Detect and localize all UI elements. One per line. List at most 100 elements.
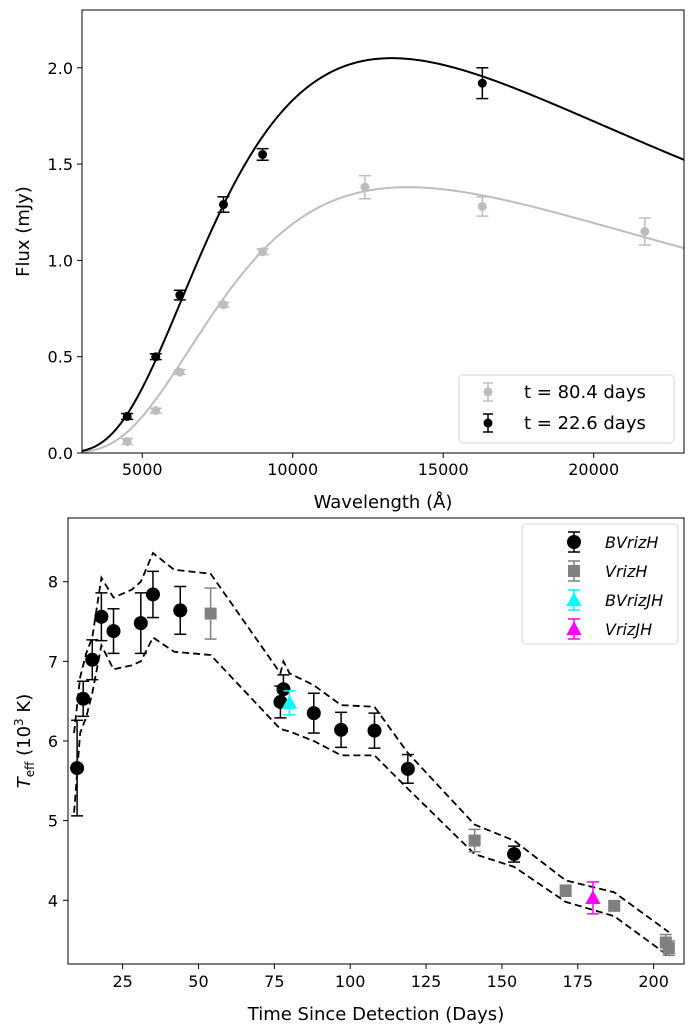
sed-x-ticks: 5000 10000 15000 20000 xyxy=(122,453,619,479)
sed-y-axis-label: Flux (mJy) xyxy=(13,186,34,277)
flux-point xyxy=(476,67,489,100)
legend-entry: BVrizH xyxy=(567,531,658,553)
data-marker xyxy=(122,411,132,421)
ylabel-prefix: (10 xyxy=(14,726,35,762)
data-marker xyxy=(218,300,228,310)
sed-plot-frame xyxy=(81,9,685,454)
temperature-point xyxy=(507,845,522,863)
data-marker xyxy=(585,890,601,905)
temperature-point xyxy=(400,753,415,784)
data-marker xyxy=(507,847,522,862)
temperature-point xyxy=(76,680,91,718)
temperature-point xyxy=(133,592,148,655)
temperature-point xyxy=(276,674,291,705)
lower-envelope-line xyxy=(73,636,670,957)
flux-points xyxy=(121,67,651,446)
x-tick-label: 100 xyxy=(335,972,366,991)
temperature-point xyxy=(281,690,298,716)
legend-label: VrizH xyxy=(605,562,647,581)
temperature-point xyxy=(204,587,217,640)
temperature-point xyxy=(173,585,188,636)
y-tick-label: 4 xyxy=(48,891,58,910)
x-tick-label: 125 xyxy=(411,972,442,991)
flux-point xyxy=(256,247,269,257)
x-tick-label: 75 xyxy=(264,972,284,991)
sed-legend: t = 80.4 days t = 22.6 days xyxy=(458,374,675,444)
legend-box xyxy=(521,523,679,645)
data-marker xyxy=(258,247,268,257)
legend-entry: VrizJH xyxy=(566,618,652,640)
y-tick-label: 5 xyxy=(48,812,58,831)
temperature-point xyxy=(608,899,621,912)
temperature-point xyxy=(585,881,601,915)
temperature-point xyxy=(559,884,572,898)
temperature-points xyxy=(70,570,675,956)
ylabel-symbol: T xyxy=(14,775,35,788)
data-marker xyxy=(640,227,650,236)
temperature-point xyxy=(85,639,100,681)
data-marker xyxy=(173,603,188,618)
x-tick-label: 25 xyxy=(112,972,132,991)
x-tick-label: 150 xyxy=(487,972,518,991)
flux-point xyxy=(149,352,162,362)
data-marker xyxy=(367,723,382,738)
legend-label: t = 22.6 days xyxy=(524,413,646,434)
flux-point xyxy=(476,196,489,217)
legend-label: BVrizH xyxy=(605,533,658,552)
data-marker xyxy=(566,621,582,636)
legend-label: VrizJH xyxy=(605,620,652,639)
ylabel-subscript: eff xyxy=(23,761,37,777)
data-marker xyxy=(85,652,100,667)
x-tick-label: 5000 xyxy=(122,460,163,479)
data-marker xyxy=(567,535,581,549)
x-tick-label: 15000 xyxy=(418,460,469,479)
flux-point xyxy=(217,196,230,213)
data-marker xyxy=(175,367,185,377)
flux-point xyxy=(121,436,134,446)
sed-y-ticks: 0.0 0.5 1.0 1.5 2.0 xyxy=(48,59,82,463)
flux-point xyxy=(149,406,162,416)
data-marker xyxy=(477,78,487,88)
temperature-y-axis-label: Teff (103 K) xyxy=(12,694,37,789)
temperature-point xyxy=(106,608,121,655)
data-marker xyxy=(258,149,268,159)
data-marker xyxy=(204,607,217,620)
y-tick-label: 8 xyxy=(48,573,58,592)
data-marker xyxy=(608,899,621,912)
x-tick-label: 20000 xyxy=(568,460,619,479)
temperature-point xyxy=(70,719,85,817)
temperature-envelope xyxy=(73,551,670,957)
data-marker xyxy=(477,201,487,211)
x-tick-label: 175 xyxy=(563,972,594,991)
temperature-panel: 25 50 75 100 125 150 175 200 4 5 6 7 8 Time Since D… xyxy=(12,517,685,1025)
data-marker xyxy=(94,609,109,624)
data-marker xyxy=(566,592,582,607)
data-marker xyxy=(468,834,481,847)
flux-point xyxy=(256,147,269,161)
flux-point xyxy=(173,289,186,301)
data-marker xyxy=(334,722,349,737)
upper-envelope-line xyxy=(73,551,670,933)
temperature-point xyxy=(334,711,349,749)
data-marker xyxy=(400,761,415,776)
flux-point xyxy=(217,300,230,310)
temperature-point xyxy=(367,712,382,749)
data-marker xyxy=(145,587,160,602)
data-marker xyxy=(662,942,675,955)
sed-panel: 5000 10000 15000 20000 0.0 0.5 1.0 1.5 2.0 Wave… xyxy=(13,9,685,513)
ylabel-unit: K) xyxy=(14,694,35,719)
legend-entry: t = 22.6 days xyxy=(483,413,646,434)
legend-label: BVrizJH xyxy=(605,591,663,610)
temperature-point xyxy=(306,692,321,734)
data-marker xyxy=(151,406,161,416)
data-marker xyxy=(76,691,91,706)
data-marker xyxy=(218,200,228,210)
data-marker xyxy=(306,706,321,721)
blackbody-curve-0 xyxy=(81,186,685,454)
data-marker xyxy=(106,624,121,639)
temperature-legend: BVrizH VrizH BVrizJH VrizJH xyxy=(521,523,679,645)
temperature-point xyxy=(468,828,481,853)
y-tick-label: 2.0 xyxy=(48,59,73,78)
temperature-point xyxy=(662,940,675,956)
